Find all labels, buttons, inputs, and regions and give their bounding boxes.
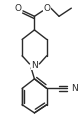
Text: N: N <box>31 61 38 70</box>
Text: O: O <box>15 4 22 13</box>
Text: O: O <box>43 4 50 13</box>
Text: N: N <box>71 84 78 93</box>
